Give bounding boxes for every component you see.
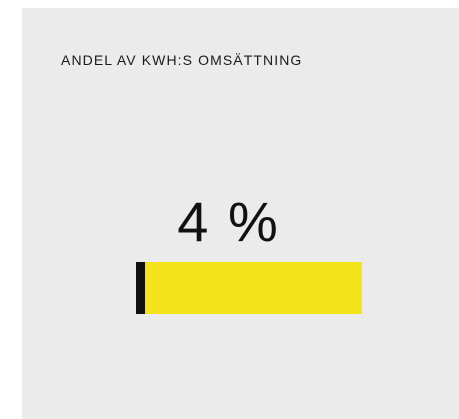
percentage-value: 4 % <box>177 190 280 253</box>
share-progress-fill <box>136 262 145 314</box>
share-progress-bar <box>136 262 362 314</box>
card-title: ANDEL AV KWH:S OMSÄTTNING <box>61 52 303 68</box>
share-of-revenue-card: ANDEL AV KWH:S OMSÄTTNING <box>22 8 459 419</box>
